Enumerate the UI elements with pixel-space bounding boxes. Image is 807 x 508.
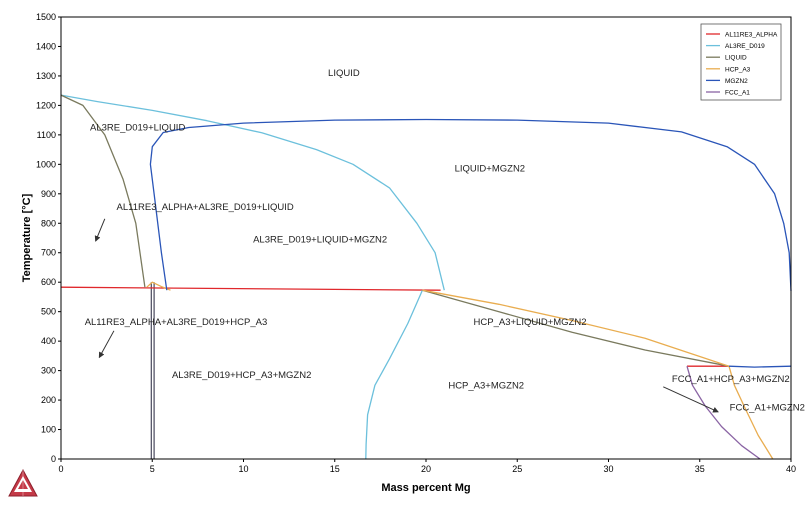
legend-entry: HCP_A3 [725,66,751,73]
x-axis-label: Mass percent Mg [381,482,470,494]
y-tick-label: 500 [41,307,56,317]
phase-line-mgzn2 [728,365,792,368]
region-label: AL11RE3_ALPHA+AL3RE_D019+HCP_A3 [85,317,268,328]
legend-entry: MGZN2 [725,78,748,85]
x-tick-label: 30 [603,464,613,474]
logo-icon [8,468,38,497]
region-label: AL3RE_D019+LIQUID+MGZN2 [253,234,387,245]
y-tick-label: 900 [41,189,56,199]
legend-entry: LIQUID [725,55,747,62]
plot-frame [60,16,792,460]
annotation-arrow [94,218,106,242]
phase-line-hcp-a3 [422,289,730,367]
phase-line-fcc-a1 [686,366,761,460]
phase-line-al3re-d019 [60,94,445,291]
annotation-arrow [663,386,719,413]
region-label: AL3RE_D019+HCP_A3+MGZN2 [172,370,311,381]
phase-line-liquid [422,289,730,367]
y-tick-label: 800 [41,218,56,228]
region-label: LIQUID+MGZN2 [455,164,525,175]
region-label: FCC_A1+MGZN2 [730,402,805,413]
phase-line-mgzn2 [149,118,792,292]
region-labels-group: LIQUID AL3RE_D019+LIQUID LIQUID+MGZN2 AL11R… [85,68,805,413]
y-tick-label: 300 [41,366,56,376]
x-tick-label: 25 [512,464,522,474]
y-tick-label: 200 [41,395,56,405]
region-label: FCC_A1+HCP_A3+MGZN2 [672,374,790,385]
axes-group: 0 5 10 15 20 25 30 35 40010020030040050060070080… [36,12,796,474]
legend-entry: AL11RE3_ALPHA [725,32,778,39]
x-tick-label: 15 [330,464,340,474]
x-tick-label: 0 [58,464,63,474]
y-tick-label: 600 [41,277,56,287]
x-tick-label: 10 [238,464,248,474]
y-axis-label: Temperature [°C] [21,193,33,282]
region-label: LIQUID [328,68,360,79]
x-tick-label: 5 [150,464,155,474]
legend-entry: FCC_A1 [725,90,750,97]
y-tick-label: 400 [41,336,56,346]
x-tick-label: 40 [786,464,796,474]
annotation-arrow [98,330,115,359]
phase-line-al11re3-alpha [60,286,441,291]
phase-line-liquid [60,94,146,288]
region-label: AL3RE_D019+LIQUID [90,122,185,133]
x-tick-label: 20 [421,464,431,474]
phase-line-al3re-d019 [365,289,423,460]
phase-line-hcp-a3 [728,366,774,460]
y-tick-label: 1100 [37,130,56,140]
y-tick-label: 1200 [36,100,56,110]
legend: AL11RE3_ALPHA AL3RE_D019 LIQUID HCP_A3 MGZN2… [700,23,782,101]
y-tick-label: 1400 [36,41,56,51]
annotation-arrows-group [94,218,719,413]
x-tick-label: 35 [695,464,705,474]
region-label: HCP_A3+LIQUID+MGZN2 [474,317,587,328]
y-tick-label: 0 [51,454,56,464]
region-label: HCP_A3+MGZN2 [448,380,524,391]
y-tick-label: 700 [41,248,56,258]
y-tick-label: 1500 [36,12,56,22]
legend-box [700,23,782,101]
region-label: AL11RE3_ALPHA+AL3RE_D019+LIQUID [117,202,294,213]
y-tick-label: 1000 [36,159,56,169]
y-tick-label: 1300 [36,71,56,81]
phase-lines-group [60,94,792,460]
y-tick-label: 100 [41,425,56,435]
legend-entry: AL3RE_D019 [725,43,765,50]
